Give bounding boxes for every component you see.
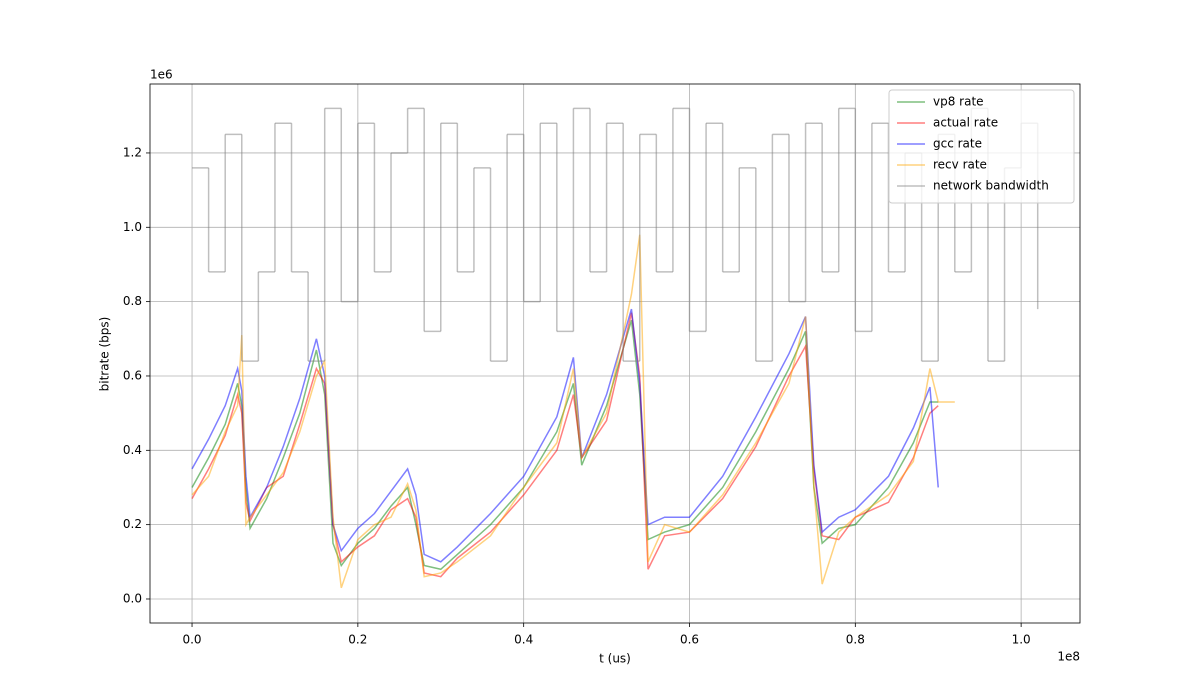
y-offset-label: 1e6 <box>150 68 173 82</box>
legend-label: actual rate <box>933 116 998 130</box>
x-tick-label: 1.0 <box>1012 633 1031 647</box>
legend-box <box>888 89 1075 204</box>
y-tick-label: 1.0 <box>123 220 142 234</box>
y-tick-label: 0.4 <box>123 443 142 457</box>
y-axis-label: bitrate (bps) <box>98 317 112 392</box>
series-line <box>191 312 939 578</box>
x-tick-label: 0.4 <box>514 633 533 647</box>
plot-frame <box>149 83 1081 624</box>
x-tick-label: 0.0 <box>182 633 201 647</box>
y-tick-label: 1.2 <box>123 145 142 159</box>
legend-label: recv rate <box>933 158 987 172</box>
legend-label: vp8 rate <box>933 95 984 109</box>
x-axis-label: t (us) <box>599 652 631 666</box>
y-tick-label: 0.6 <box>123 368 142 382</box>
x-tick-label: 0.6 <box>680 633 699 647</box>
x-tick-label: 0.2 <box>348 633 367 647</box>
series-line <box>191 234 955 589</box>
legend: vp8 rate actual rate gcc rate recv rate netw… <box>888 89 1075 204</box>
y-tick-label: 0.8 <box>123 294 142 308</box>
series-line <box>191 308 939 563</box>
x-tick-label: 0.8 <box>846 633 865 647</box>
y-tick-label: 0.2 <box>123 517 142 531</box>
series-line <box>191 320 939 571</box>
x-offset-label: 1e8 <box>1057 650 1080 664</box>
y-tick-label: 0.0 <box>123 591 142 605</box>
legend-label: gcc rate <box>933 137 982 151</box>
legend-label: network bandwidth <box>933 179 1049 193</box>
